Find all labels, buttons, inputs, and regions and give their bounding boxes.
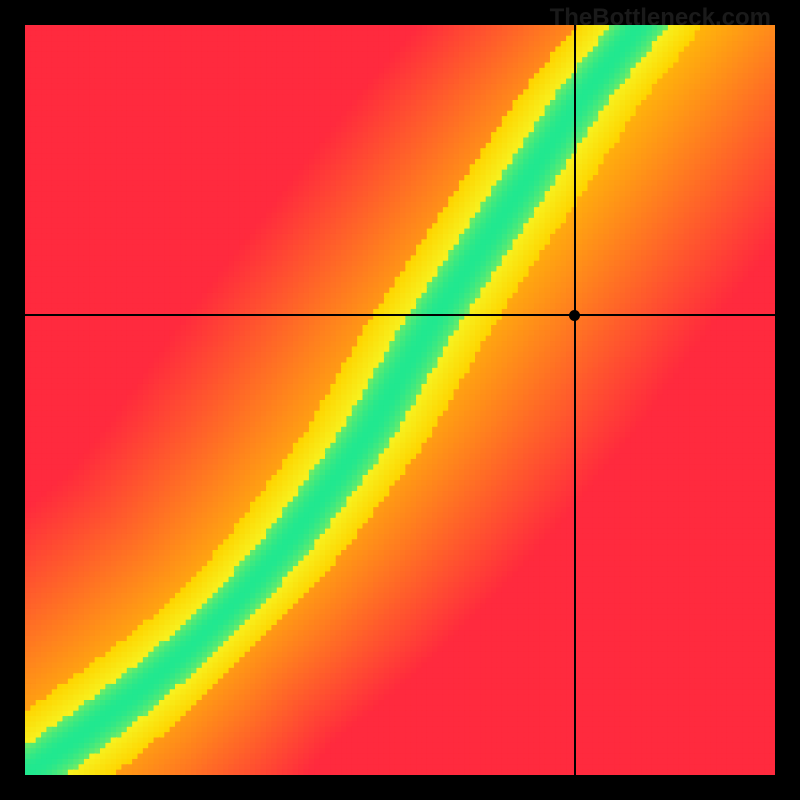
crosshair-vertical xyxy=(574,25,576,775)
crosshair-horizontal xyxy=(25,314,775,316)
selection-marker xyxy=(569,310,580,321)
bottleneck-heatmap xyxy=(25,25,775,775)
watermark-text: TheBottleneck.com xyxy=(550,4,771,32)
